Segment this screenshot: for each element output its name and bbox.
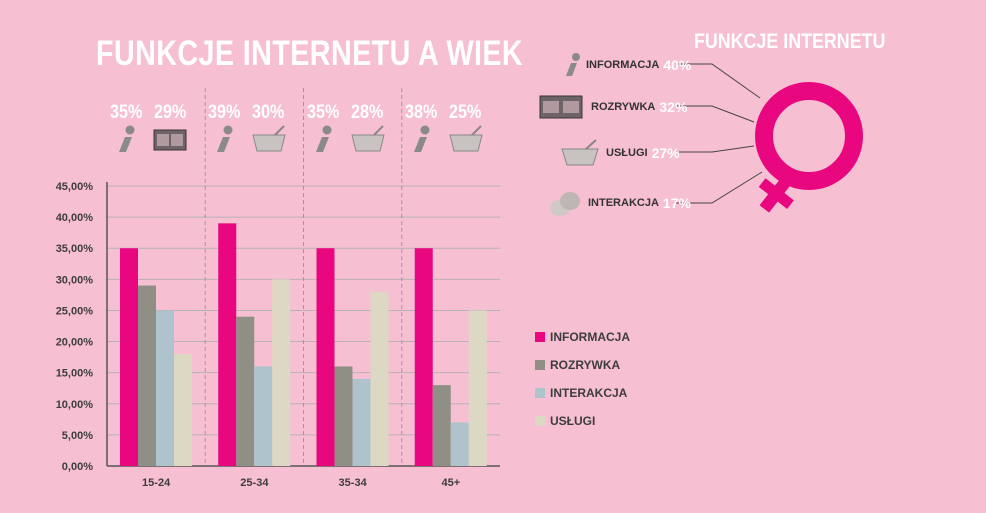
legend-swatch [535,388,545,398]
y-tick-label: 20,00% [56,337,94,349]
bar-rozrywka-35-34 [334,366,353,466]
y-tick-label: 5,00% [62,430,93,442]
dist-value: 27% [651,145,680,161]
dist-label: USŁUGI [606,147,648,159]
side-title: FUNKCJE INTERNETU [694,30,886,53]
info-icon [119,125,135,152]
x-tick-label: 45+ [442,477,461,489]
group-info-percent: 35% [306,102,339,123]
legend-item-interakcja: INTERAKCJA [535,379,630,407]
dist-label: ROZRYWKA [591,101,656,113]
info-icon [413,125,430,152]
film-strip-icon [153,129,187,151]
dist-item-rozrywka: ROZRYWKA 32% [539,95,687,119]
y-tick-label: 15,00% [56,368,94,380]
dist-label: INTERAKCJA [588,197,659,209]
legend-swatch [535,332,545,342]
legend-swatch [535,360,545,370]
bar-interakcja-15-24 [156,310,174,466]
y-tick-label: 45,00% [56,181,94,193]
x-tick-label: 15-24 [142,477,171,489]
group-second-percent: 29% [154,102,187,123]
legend-label: INFORMACJA [550,330,630,344]
y-tick-label: 0,00% [62,461,93,473]
bar-rozrywka-15-24 [138,285,156,466]
bar-interakcja-45+ [450,422,469,466]
film-strip-icon [539,95,583,119]
y-tick-label: 10,00% [56,399,94,411]
dist-label: INFORMACJA [586,59,660,71]
legend-swatch [535,416,545,426]
bar-interakcja-35-34 [352,378,371,466]
info-icon [566,53,580,76]
female-symbol-ring [755,82,863,190]
stones-icon [550,192,580,216]
dist-value: 32% [659,99,688,115]
legend-label: INTERAKCJA [550,386,628,400]
group-second-percent: 28% [350,102,383,123]
connector-line [679,145,755,153]
group-info-percent: 38% [404,102,438,123]
dist-value: 17% [662,195,691,211]
legend-label: ROZRYWKA [550,358,621,372]
group-info-percent: 35% [110,102,143,123]
y-tick-label: 30,00% [56,274,94,286]
group-info-percent: 39% [208,102,241,123]
bar-usługi-45+ [468,310,487,466]
info-icon [217,125,233,152]
connector-line [675,171,763,204]
bar-usługi-25-34 [272,279,291,466]
dist-item-uslugi: USŁUGI 27% [560,139,680,167]
bar-informacja-25-34 [218,223,237,466]
basket-icon [449,125,483,152]
basket-icon [561,139,599,166]
y-tick-label: 25,00% [56,305,94,317]
bar-rozrywka-25-34 [236,316,255,466]
chart-title: FUNKCJE INTERNETU A WIEK [96,34,524,73]
info-icon [315,125,331,152]
dist-item-interakcja: INTERAKCJA 17% [548,189,691,217]
bar-interakcja-25-34 [254,366,273,466]
legend-item-informacja: INFORMACJA [535,323,630,351]
bar-informacja-35-34 [316,248,335,466]
bar-informacja-15-24 [120,248,138,466]
connector-line [677,63,761,99]
connector-line [677,105,755,123]
dist-value: 40% [663,57,692,73]
bar-rozrywka-45+ [432,385,451,466]
basket-icon [252,125,286,152]
dist-item-informacja: INFORMACJA 40% [558,52,691,78]
x-tick-label: 35-34 [339,477,368,489]
legend-item-uslugi: USŁUGI [535,407,630,435]
bar-informacja-45+ [414,248,433,466]
y-tick-label: 35,00% [56,243,94,255]
bar-usługi-35-34 [370,291,389,466]
x-tick-label: 25-34 [240,477,269,489]
legend-item-rozrywka: ROZRYWKA [535,351,630,379]
group-second-percent: 25% [448,102,482,123]
legend-label: USŁUGI [550,414,596,428]
legend: INFORMACJA ROZRYWKA INTERAKCJA USŁUGI [535,323,630,435]
basket-icon [350,125,385,152]
y-tick-label: 40,00% [56,212,94,224]
female-symbol-bar [758,178,794,210]
bar-usługi-15-24 [174,354,192,466]
group-second-percent: 30% [252,102,285,123]
